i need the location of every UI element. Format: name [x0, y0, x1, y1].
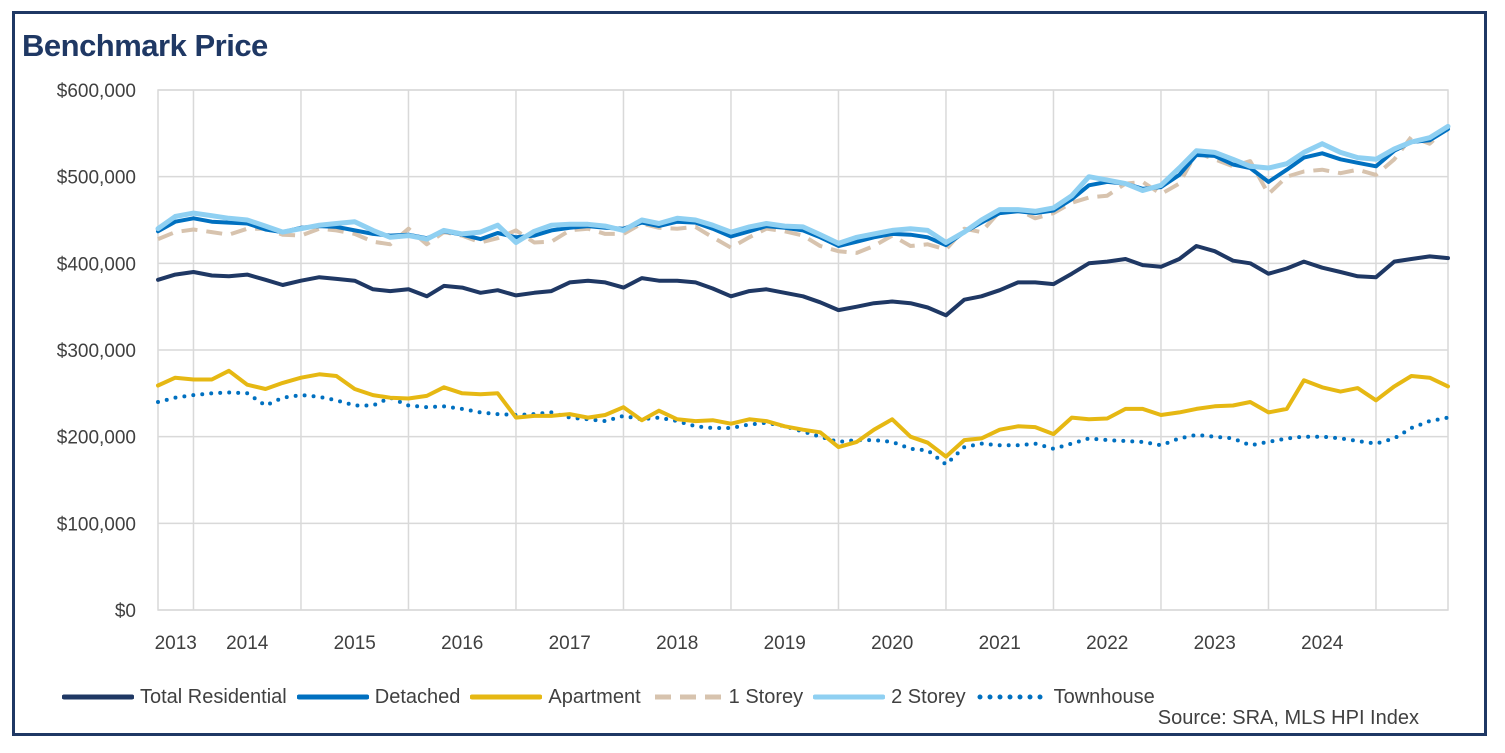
- series-line-two-storey: [155, 123, 1451, 246]
- legend-label: Detached: [374, 685, 461, 708]
- x-tick-label: 2018: [656, 633, 698, 654]
- legend-item-townhouse: Townhouse: [976, 686, 1155, 709]
- x-tick-label: 2013: [155, 633, 197, 654]
- legend-label: Apartment: [548, 685, 641, 708]
- y-axis-ticks: $0 $100,000 $200,000 $300,000 $400,000 $500,0…: [57, 81, 136, 622]
- x-tick-label: 2019: [764, 633, 806, 654]
- x-axis-ticks: 2013 2014 2015 2016 2017 2018 2019 2020 2021 2022…: [155, 633, 1344, 654]
- y-tick-label: $300,000: [57, 341, 136, 362]
- legend-item-2-storey: 2 Storey: [813, 685, 966, 709]
- y-tick-label: $600,000: [57, 81, 136, 102]
- y-tick-label: $0: [115, 601, 136, 622]
- x-tick-label: 2022: [1086, 633, 1128, 654]
- series-line-apartment: [156, 368, 1450, 459]
- y-tick-label: $100,000: [57, 514, 136, 535]
- y-tick-label: $400,000: [57, 254, 136, 275]
- legend-label: Total Residential: [140, 685, 287, 708]
- series-line-detached: [156, 127, 1450, 248]
- legend-item-1-storey: 1 Storey: [651, 686, 803, 709]
- legend-label: 1 Storey: [728, 685, 804, 708]
- chart-title: Benchmark Price: [22, 28, 268, 63]
- grid: [157, 89, 1449, 611]
- chart-frame: [12, 11, 1487, 736]
- legend-label: Townhouse: [1053, 685, 1155, 708]
- series-line-one-storey: [157, 124, 1450, 255]
- y-tick-label: $500,000: [57, 168, 136, 189]
- x-tick-label: 2016: [441, 633, 483, 654]
- legend-item-total-residential: Total Residential: [62, 686, 287, 709]
- x-tick-label: 2020: [871, 633, 913, 654]
- x-tick-label: 2014: [226, 633, 269, 654]
- series-line-total: [156, 244, 1450, 318]
- x-tick-label: 2017: [549, 633, 591, 654]
- x-tick-label: 2023: [1194, 633, 1236, 654]
- legend-item-apartment: Apartment: [470, 685, 641, 709]
- x-tick-label: 2021: [979, 633, 1021, 654]
- legend-label: 2 Storey: [891, 685, 966, 708]
- x-tick-label: 2015: [334, 633, 376, 654]
- x-tick-label: 2024: [1301, 633, 1344, 654]
- y-tick-label: $200,000: [57, 428, 136, 449]
- source-note: Source: SRA, MLS HPI Index: [1157, 707, 1419, 729]
- legend-item-detached: Detached: [296, 685, 461, 709]
- series-lines: [155, 123, 1451, 467]
- legend: Total Residential Detached Apartment 1 S…: [62, 684, 1165, 710]
